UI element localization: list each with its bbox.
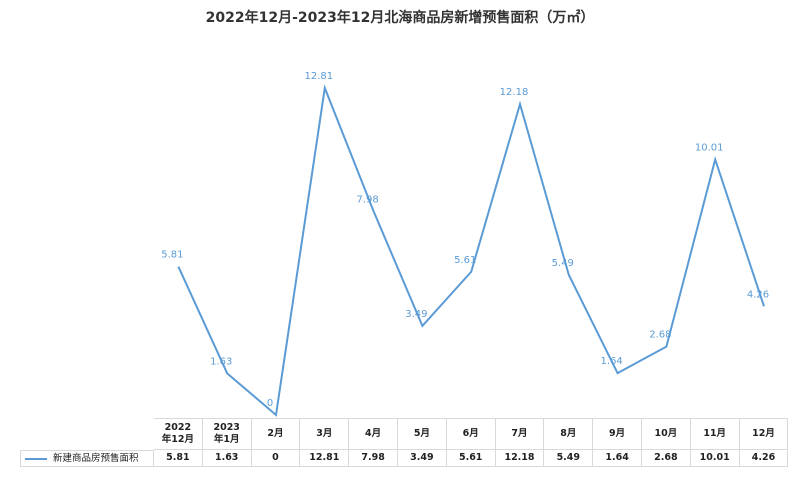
data-label: 2.68 xyxy=(649,330,671,341)
data-label: 5.81 xyxy=(161,250,183,261)
data-label: 10.01 xyxy=(695,142,724,153)
table-header: 9月 xyxy=(593,418,642,450)
table-value: 3.49 xyxy=(398,450,447,467)
table-header: 12月 xyxy=(739,418,789,450)
data-label: 1.64 xyxy=(600,356,622,367)
data-label: 5.61 xyxy=(454,255,476,266)
table-header: 3月 xyxy=(300,418,350,450)
table-value: 12.81 xyxy=(300,450,350,467)
table-header: 11月 xyxy=(690,418,740,450)
data-label: 0 xyxy=(267,398,273,409)
table-value: 1.64 xyxy=(593,450,642,467)
table-header: 6月 xyxy=(446,418,496,450)
table-value: 0 xyxy=(251,450,301,467)
data-label: 12.18 xyxy=(500,87,529,98)
legend-cell: 新建商品房预售面积 xyxy=(20,450,154,467)
table-value: 12.18 xyxy=(495,450,545,467)
table-header: 10月 xyxy=(642,418,691,450)
table-value: 10.01 xyxy=(690,450,740,467)
table-header: 2022年12月 xyxy=(154,418,203,450)
table-value: 7.98 xyxy=(349,450,398,467)
table-value: 5.81 xyxy=(154,450,203,467)
chart-title: 2022年12月-2023年12月北海商品房新增预售面积（万㎡） xyxy=(206,9,595,26)
table-header: 2月 xyxy=(251,418,301,450)
table-value: 5.49 xyxy=(544,450,594,467)
table-header: 7月 xyxy=(495,418,545,450)
data-label: 3.49 xyxy=(405,309,427,320)
data-label: 5.49 xyxy=(552,258,574,269)
table-value: 5.61 xyxy=(446,450,496,467)
data-label: 12.81 xyxy=(304,71,333,82)
table-header: 4月 xyxy=(349,418,398,450)
legend-key xyxy=(25,457,47,460)
table-value: 4.26 xyxy=(739,450,789,467)
table-header: 8月 xyxy=(544,418,594,450)
table-header: 5月 xyxy=(398,418,447,450)
table-value: 2.68 xyxy=(642,450,691,467)
line xyxy=(177,84,765,417)
data-label: 7.98 xyxy=(356,194,378,205)
table-value: 1.63 xyxy=(202,450,252,467)
legend-label: 新建商品房预售面积 xyxy=(53,452,139,464)
table-header: 2023年1月 xyxy=(202,418,252,450)
data-label: 1.63 xyxy=(210,356,232,367)
data-label: 4.26 xyxy=(747,289,769,300)
